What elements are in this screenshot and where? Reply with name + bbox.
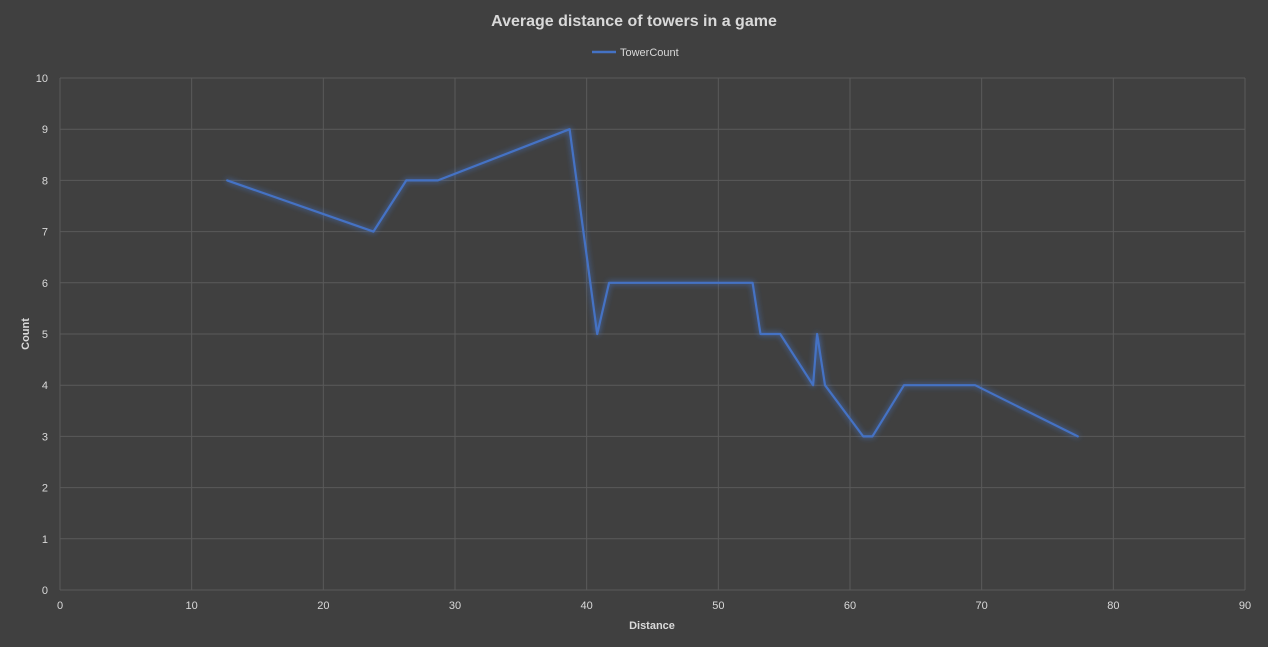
y-tick-label: 7 (42, 227, 48, 239)
y-tick-label: 4 (42, 380, 48, 392)
y-tick-label: 2 (42, 483, 48, 495)
gridlines (59, 77, 1246, 591)
x-tick-label: 50 (712, 600, 724, 612)
y-tick-label: 8 (42, 175, 48, 187)
y-axis-ticks: 0 1 2 3 4 5 6 7 8 9 10 (36, 73, 48, 597)
y-axis-title: Count (20, 318, 32, 350)
x-axis-title: Distance (629, 620, 675, 632)
series-group (226, 128, 1079, 438)
x-tick-label: 10 (186, 600, 198, 612)
x-tick-label: 60 (844, 600, 856, 612)
y-tick-label: 6 (42, 278, 48, 290)
y-tick-label: 3 (42, 431, 48, 443)
y-tick-label: 1 (42, 534, 48, 546)
x-tick-label: 30 (449, 600, 461, 612)
y-tick-label: 0 (42, 585, 48, 597)
chart-title: Average distance of towers in a game (491, 13, 777, 30)
series-line-towercount (226, 128, 1079, 438)
y-tick-label: 10 (36, 73, 48, 85)
legend-label: TowerCount (620, 47, 679, 59)
x-tick-label: 40 (581, 600, 593, 612)
x-tick-label: 70 (976, 600, 988, 612)
y-tick-label: 9 (42, 124, 48, 136)
x-tick-label: 90 (1239, 600, 1251, 612)
x-axis-ticks: 0 10 20 30 40 50 60 70 80 90 (57, 600, 1251, 612)
legend: TowerCount (592, 47, 679, 59)
x-tick-label: 80 (1107, 600, 1119, 612)
x-tick-label: 20 (317, 600, 329, 612)
x-tick-label: 0 (57, 600, 63, 612)
y-tick-label: 5 (42, 329, 48, 341)
